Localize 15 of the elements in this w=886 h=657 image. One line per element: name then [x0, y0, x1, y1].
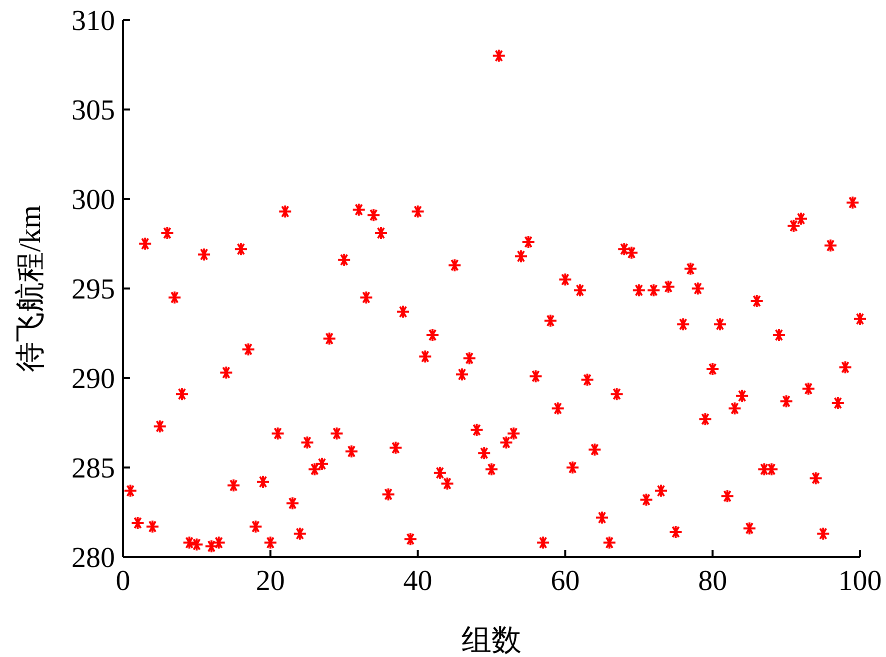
y-tick-label: 305 — [72, 94, 115, 126]
x-tick-label: 0 — [116, 565, 130, 597]
y-tick-label: 285 — [72, 452, 115, 484]
x-tick-label: 80 — [698, 565, 728, 597]
y-tick-label: 290 — [72, 363, 115, 395]
y-tick-label: 300 — [72, 184, 115, 216]
y-axis-title: 待飞航程/km — [14, 205, 47, 372]
y-tick-label: 295 — [72, 274, 115, 306]
x-axis-title: 组数 — [462, 624, 522, 657]
x-tick-label: 40 — [403, 565, 432, 597]
x-tick-label: 20 — [256, 565, 285, 597]
x-tick-label: 60 — [550, 565, 580, 597]
y-tick-label: 280 — [72, 542, 115, 574]
y-tick-label: 310 — [72, 5, 115, 37]
x-tick-label: 100 — [838, 565, 882, 597]
